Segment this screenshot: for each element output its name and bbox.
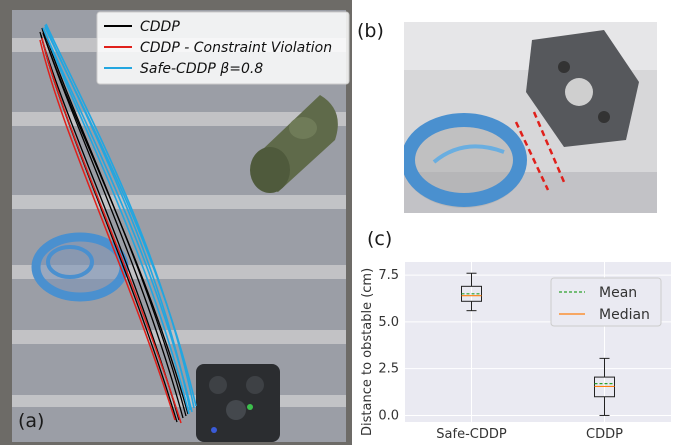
y-tick-label: 7.5: [378, 268, 399, 283]
x-tick-label: Safe-CDDP: [436, 427, 507, 442]
blue-ring-obstacle: [31, 232, 129, 302]
panel-label-b: (b): [357, 20, 384, 42]
panel-label-c: (c): [367, 228, 393, 250]
legend-label-cddp: CDDP: [140, 19, 180, 35]
floor-stripes: [12, 38, 346, 407]
legend-median-label: Median: [599, 307, 650, 323]
box-safe-cddp: [461, 272, 482, 312]
y-tick-label: 2.5: [378, 362, 399, 377]
trajectory-photo: CDDP CDDP - Constraint Violation Safe-CD…: [0, 0, 352, 445]
legend-mean-label: Mean: [599, 285, 637, 301]
closeup-photo: [404, 22, 657, 213]
trajectory-legend: CDDP CDDP - Constraint Violation Safe-CD…: [96, 11, 350, 85]
box-cddp: [594, 357, 615, 416]
yoga-mat: [250, 95, 338, 193]
robot: [196, 364, 280, 442]
distance-boxplot: 0.0 2.5 5.0 7.5 Safe-CDDP CDDP Distance to ob…: [360, 262, 671, 442]
closeup-ring: [404, 113, 527, 208]
legend-label-safe: Safe-CDDP β=0.8: [140, 61, 263, 77]
safety-margin-lines: [514, 111, 566, 191]
x-tick-label: CDDP: [586, 427, 623, 442]
legend-label-violation: CDDP - Constraint Violation: [140, 40, 332, 56]
chart-legend: Mean Median: [550, 277, 662, 327]
trajectories: [39, 23, 197, 424]
y-tick-label: 5.0: [378, 315, 399, 330]
panel-label-a: (a): [18, 410, 45, 432]
y-tick-label: 0.0: [378, 408, 399, 423]
closeup-robot: [526, 30, 639, 147]
y-axis-label: Distance to obstable (cm): [360, 268, 375, 436]
